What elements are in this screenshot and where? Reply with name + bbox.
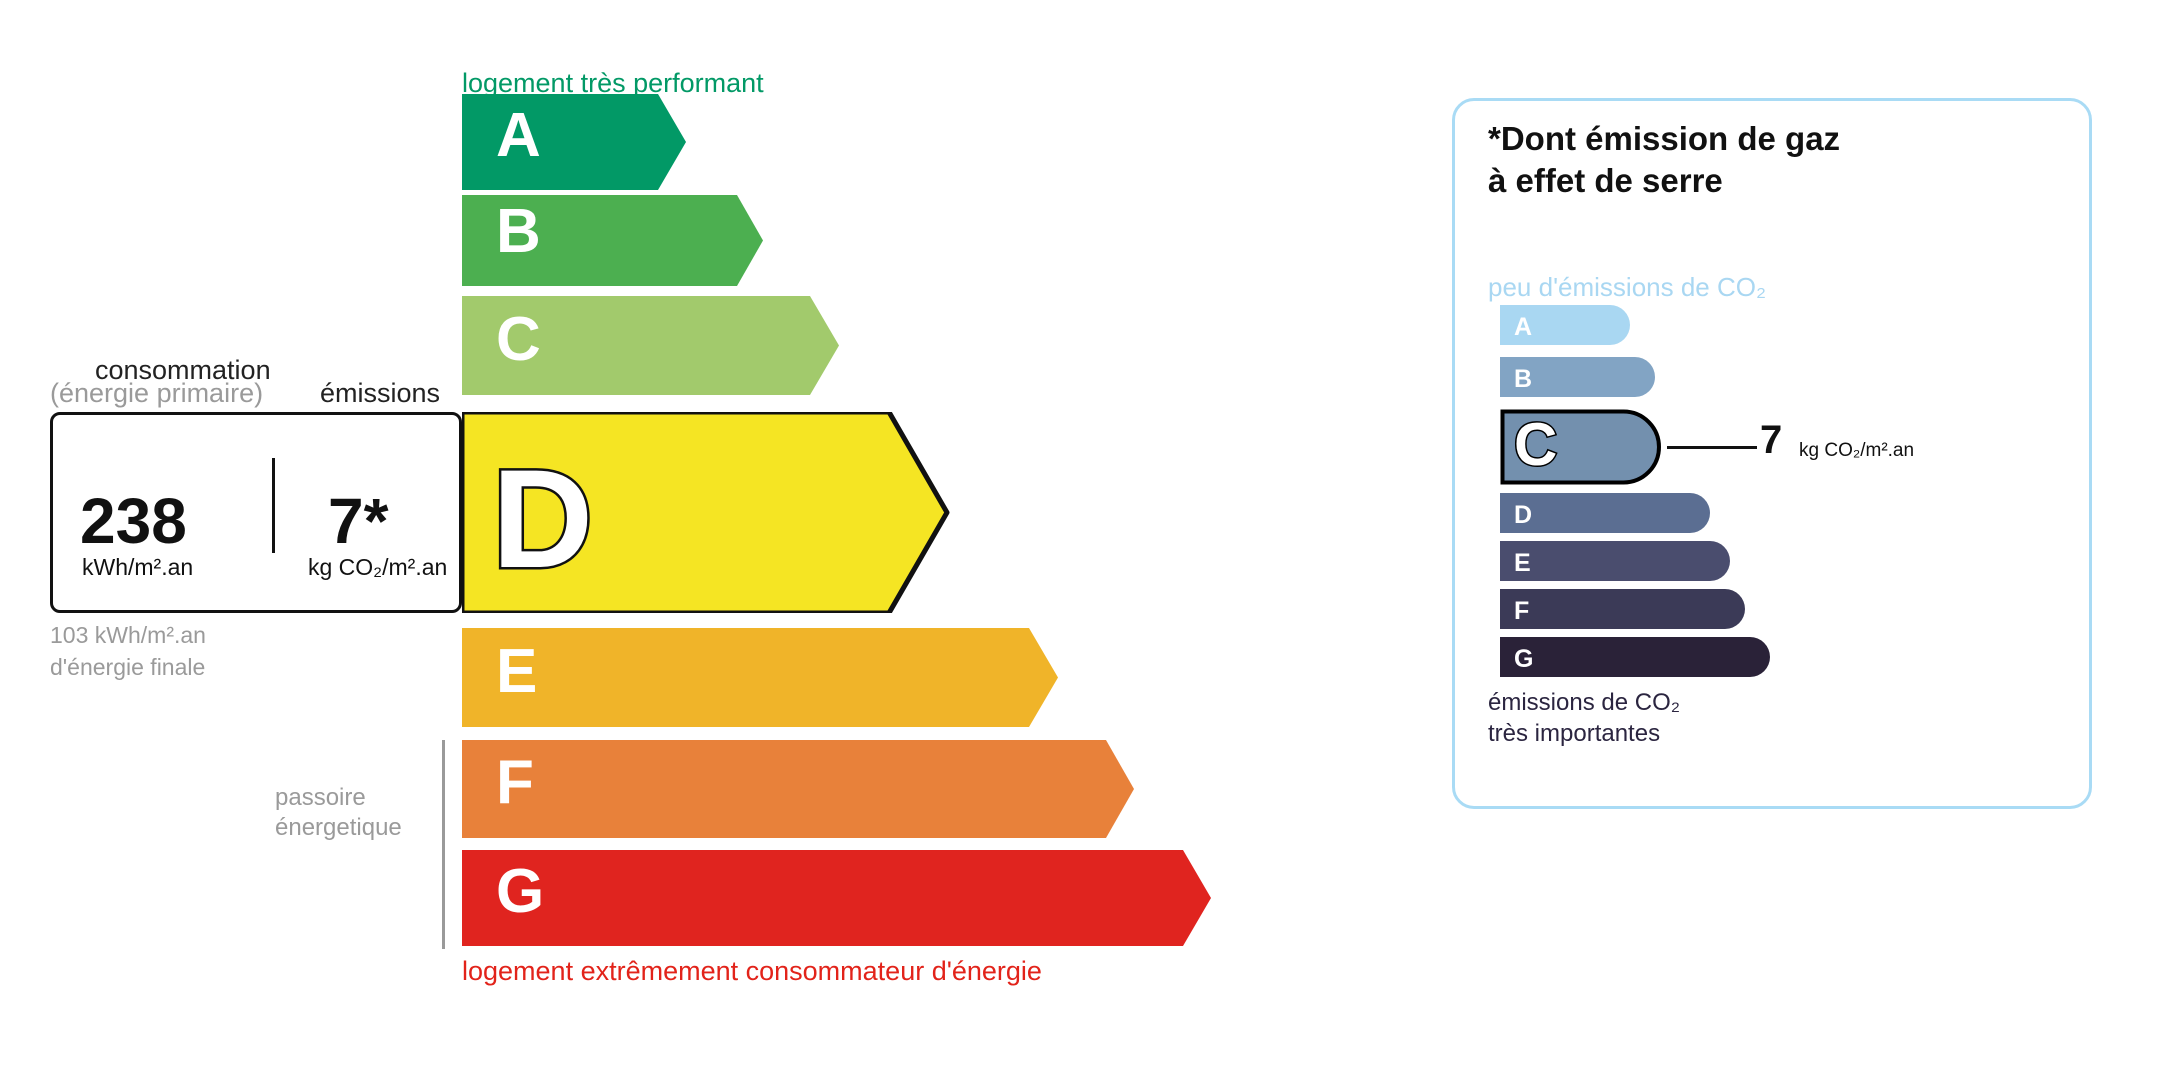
svg-text:A: A <box>1514 313 1532 341</box>
svg-text:D: D <box>492 440 593 597</box>
svg-text:D: D <box>1514 501 1532 529</box>
svg-text:G: G <box>1514 645 1533 673</box>
svg-text:E: E <box>1514 549 1531 577</box>
svg-text:B: B <box>496 197 541 266</box>
svg-text:F: F <box>496 748 534 817</box>
svg-text:C: C <box>496 305 541 374</box>
svg-text:E: E <box>496 637 537 706</box>
svg-text:C: C <box>1514 411 1557 478</box>
svg-text:G: G <box>496 857 544 926</box>
svg-text:A: A <box>496 101 541 170</box>
svg-text:F: F <box>1514 597 1529 625</box>
svg-text:B: B <box>1514 365 1532 393</box>
